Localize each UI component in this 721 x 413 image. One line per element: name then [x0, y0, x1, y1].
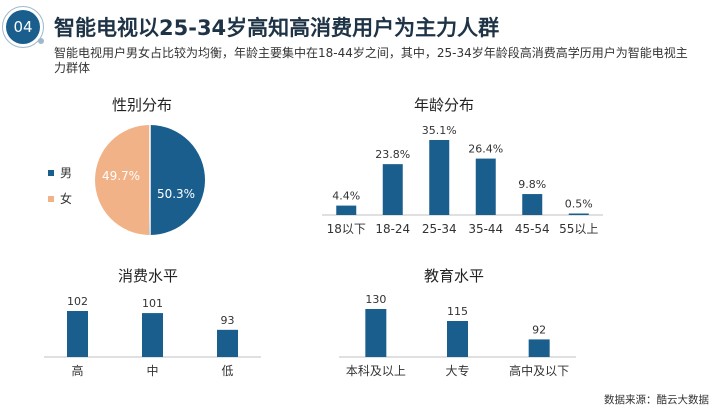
age-bar-2: [429, 140, 450, 215]
age-category-label-0: 18以下: [327, 222, 366, 236]
badge-ring: [2, 6, 44, 48]
pie-slice-female: [95, 125, 150, 235]
education-bar-0: [365, 309, 387, 357]
consumption-value-label-2: 93: [221, 314, 235, 327]
legend-male-label: 男: [60, 166, 73, 180]
age-value-label-3: 26.4%: [468, 143, 503, 156]
section-badge: 04: [6, 10, 40, 44]
age-value-label-0: 4.4%: [332, 190, 360, 203]
age-value-label-4: 9.8%: [518, 178, 546, 191]
consumption-bar-1: [142, 313, 163, 357]
consumption-value-label-0: 102: [67, 295, 88, 308]
age-bar-5: [568, 213, 589, 215]
age-bar-3: [475, 158, 496, 215]
age-bar-chart: 4.4% 18以下 23.8% 18-24 35.1% 25-34 26.4% 35-44 9.…: [322, 124, 603, 236]
age-bar-1: [382, 164, 403, 215]
education-bar-2: [528, 339, 550, 357]
education-category-label-2: 高中及以下: [509, 363, 569, 378]
pie-label-male: 50.3%: [157, 187, 195, 201]
education-value-label-1: 115: [447, 305, 468, 318]
consumption-chart-title: 消费水平: [118, 267, 179, 285]
age-chart-title: 年龄分布: [414, 96, 475, 114]
page-title: 智能电视以25-34岁高知高消费用户为主力人群: [54, 16, 500, 40]
age-bar-0: [336, 205, 357, 215]
consumption-value-label-1: 101: [142, 297, 163, 310]
age-value-label-2: 35.1%: [422, 124, 457, 137]
education-chart-title: 教育水平: [424, 267, 485, 285]
age-category-label-3: 35-44: [468, 222, 503, 236]
legend-female-label: 女: [60, 192, 73, 206]
legend-male-swatch: [48, 169, 54, 176]
badge-dot: [38, 38, 44, 44]
page-subtitle: 智能电视用户男女占比较为均衡，年龄主要集中在18-44岁之间，其中，25-34岁…: [54, 46, 688, 75]
consumption-category-label-2: 低: [221, 364, 233, 378]
education-bar-chart: 130 本科及以上 115 大专 92 高中及以下: [339, 293, 576, 378]
education-bar-1: [447, 321, 468, 357]
age-category-label-4: 45-54: [515, 222, 550, 236]
consumption-bar-chart: 102 高 101 中 93 低: [44, 295, 261, 378]
pie-slice-male: [148, 125, 206, 235]
consumption-bar-2: [217, 329, 238, 357]
gender-pie-chart: 50.3% 49.7%: [95, 125, 206, 235]
data-source: 数据来源：酷云大数据: [604, 394, 709, 406]
legend-female-swatch: [48, 195, 54, 202]
consumption-category-label-0: 高: [71, 363, 83, 378]
age-category-label-2: 25-34: [422, 222, 457, 236]
pie-label-female: 49.7%: [102, 169, 140, 183]
legend-female: 女: [48, 190, 72, 207]
education-category-label-1: 大专: [445, 363, 469, 378]
education-value-label-2: 92: [532, 323, 546, 336]
consumption-bar-0: [67, 311, 88, 357]
age-category-label-1: 18-24: [375, 222, 410, 236]
education-category-label-0: 本科及以上: [346, 364, 406, 378]
gender-chart-title: 性别分布: [112, 96, 173, 114]
age-bar-4: [522, 194, 543, 215]
age-category-label-5: 55以上: [559, 222, 598, 236]
legend-male: 男: [48, 164, 72, 181]
age-value-label-5: 0.5%: [565, 198, 593, 211]
education-value-label-0: 130: [365, 293, 386, 306]
age-value-label-1: 23.8%: [375, 148, 410, 161]
consumption-category-label-1: 中: [146, 363, 158, 378]
